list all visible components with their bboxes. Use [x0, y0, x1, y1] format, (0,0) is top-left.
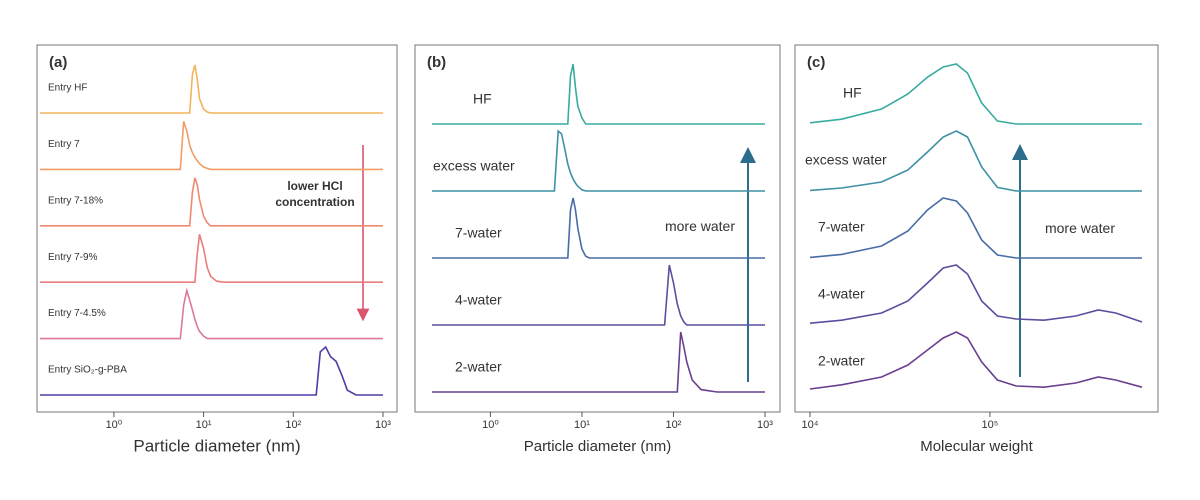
panel-label: (b) [427, 54, 446, 71]
series-label: Entry 7-18% [48, 195, 103, 206]
x-tick-label: 10³ [757, 419, 773, 431]
trace [809, 331, 1143, 390]
panel-frame [36, 44, 398, 413]
series-label: HF [473, 91, 492, 107]
annotation: more water [664, 218, 736, 234]
panel-label: (a) [49, 54, 67, 71]
panel-frame [414, 44, 781, 413]
series-label: 4-water [818, 286, 865, 302]
trace [432, 331, 765, 393]
trace [432, 264, 765, 326]
series-label: 4-water [455, 292, 502, 308]
series-label: Entry 7 [48, 139, 80, 150]
x-axis-label: Particle diameter (nm) [524, 438, 672, 455]
x-axis-label: Particle diameter (nm) [133, 436, 300, 455]
trace [809, 197, 1142, 259]
series-label: Entry HF [48, 83, 87, 94]
trace [809, 63, 1142, 125]
annotation-box: more water [664, 218, 736, 234]
x-tick-label: 10⁴ [802, 419, 819, 431]
annotation: lower HCl concentration [275, 179, 355, 209]
trace [40, 64, 383, 114]
series-label: Entry SiO₂-g-PBA [48, 365, 127, 376]
x-tick-label: 10⁵ [982, 419, 999, 431]
series-label: HF [843, 85, 862, 101]
trace [40, 287, 383, 340]
trace [40, 121, 383, 171]
series-label: Entry 7-9% [48, 252, 98, 263]
x-tick-label: 10² [285, 419, 301, 431]
trace [40, 233, 383, 283]
trace [809, 264, 1143, 324]
annotation-box: lower HCl concentration [275, 179, 355, 209]
trace [432, 63, 765, 125]
series-label: 2-water [818, 353, 865, 369]
x-tick-label: 10⁰ [106, 419, 123, 431]
series-label: 2-water [455, 359, 502, 375]
panel-label: (c) [807, 54, 825, 71]
trace [432, 129, 765, 192]
series-label: 7-water [818, 219, 865, 235]
trace [40, 345, 383, 396]
trace [40, 177, 383, 227]
x-tick-label: 10³ [375, 419, 391, 431]
trace [809, 130, 1142, 192]
annotation: more water [1044, 220, 1116, 236]
series-label: excess water [805, 152, 887, 168]
annotation-box: more water [1044, 220, 1116, 236]
panel-frame [794, 44, 1159, 413]
x-tick-label: 10¹ [574, 419, 590, 431]
series-label: Entry 7-4.5% [48, 308, 106, 319]
x-axis-label: Molecular weight [920, 438, 1033, 455]
series-label: excess water [433, 158, 515, 174]
x-tick-label: 10¹ [196, 419, 212, 431]
x-tick-label: 10² [666, 419, 682, 431]
series-label: 7-water [455, 225, 502, 241]
x-tick-label: 10⁰ [482, 419, 499, 431]
trace [432, 197, 765, 259]
